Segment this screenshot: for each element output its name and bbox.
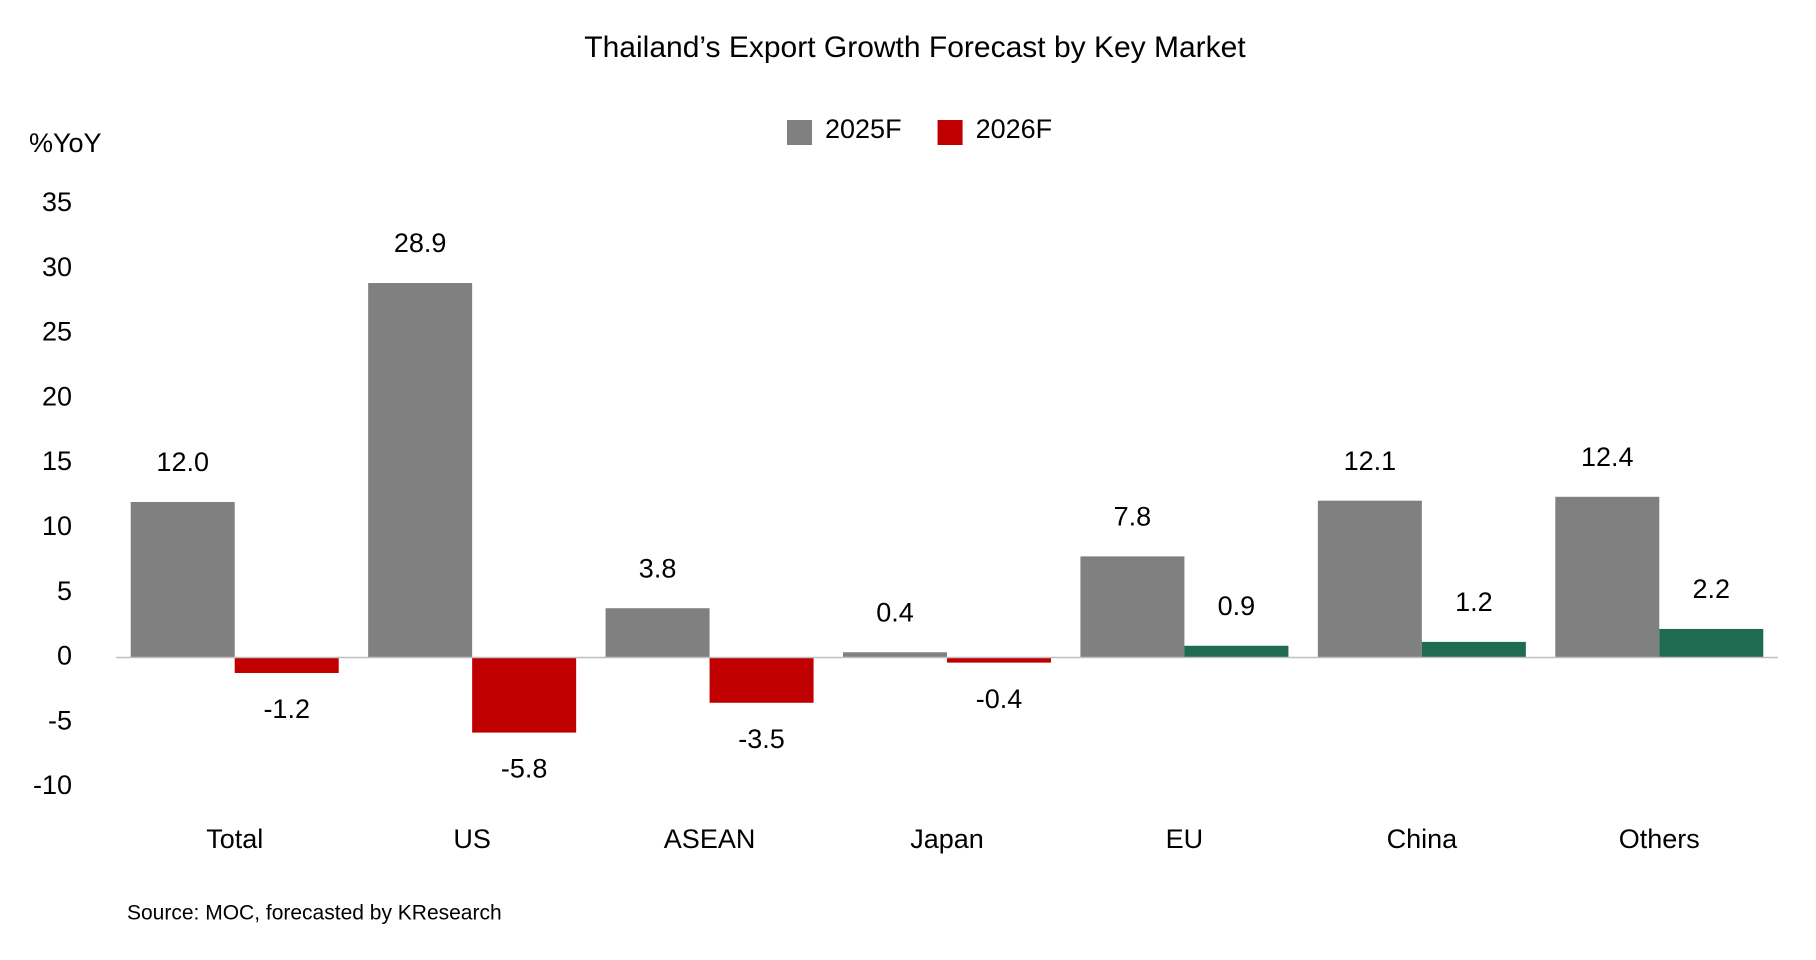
y-tick-label: 0 (57, 641, 72, 671)
value-label: 2.2 (1693, 574, 1731, 604)
x-tick-label: Others (1619, 824, 1700, 854)
bar (1080, 556, 1185, 658)
legend-label: 2026F (976, 114, 1053, 144)
y-tick-label: 25 (42, 317, 72, 347)
x-tick-label: EU (1166, 824, 1204, 854)
legend-label: 2025F (825, 114, 902, 144)
bar (130, 501, 235, 658)
y-tick-label: 20 (42, 381, 72, 411)
value-label: 3.8 (639, 553, 677, 583)
value-label: 0.4 (876, 597, 914, 627)
bar (1317, 500, 1422, 658)
value-label: 28.9 (394, 228, 447, 258)
bar (1421, 641, 1526, 658)
bar (234, 657, 339, 673)
bar (605, 608, 710, 658)
source-note: Source: MOC, forecasted by KResearch (127, 902, 502, 925)
value-label: 12.0 (156, 447, 209, 477)
y-tick-label: 10 (42, 511, 72, 541)
value-label: 0.9 (1218, 591, 1256, 621)
y-axis-label: %YoY (29, 128, 102, 158)
bar (1184, 645, 1289, 658)
value-label: 1.2 (1455, 587, 1493, 617)
value-label: -5.8 (501, 754, 548, 784)
x-tick-label: Japan (910, 824, 984, 854)
value-label: -1.2 (263, 694, 310, 724)
bar (368, 283, 473, 658)
y-tick-label: 15 (42, 446, 72, 476)
bar (1659, 628, 1764, 658)
value-label: -0.4 (976, 684, 1023, 714)
value-label: 7.8 (1114, 502, 1152, 532)
y-tick-label: 30 (42, 252, 72, 282)
bar (947, 657, 1051, 663)
x-tick-label: US (453, 824, 491, 854)
y-tick-label: -5 (48, 705, 72, 735)
x-tick-label: ASEAN (664, 824, 756, 854)
y-tick-label: 35 (42, 187, 72, 217)
y-tick-label: 5 (57, 576, 72, 606)
bar (1555, 496, 1660, 658)
y-tick-label: -10 (33, 770, 72, 800)
bar (472, 657, 577, 733)
bar (843, 652, 947, 658)
legend-swatch (787, 120, 812, 145)
chart-title: Thailand’s Export Growth Forecast by Key… (584, 31, 1246, 64)
value-label: -3.5 (738, 724, 785, 754)
legend-swatch (937, 120, 963, 145)
value-label: 12.4 (1581, 442, 1634, 472)
bar (709, 657, 814, 703)
x-tick-label: China (1387, 824, 1459, 854)
value-label: 12.1 (1344, 446, 1397, 476)
x-tick-label: Total (206, 824, 263, 854)
